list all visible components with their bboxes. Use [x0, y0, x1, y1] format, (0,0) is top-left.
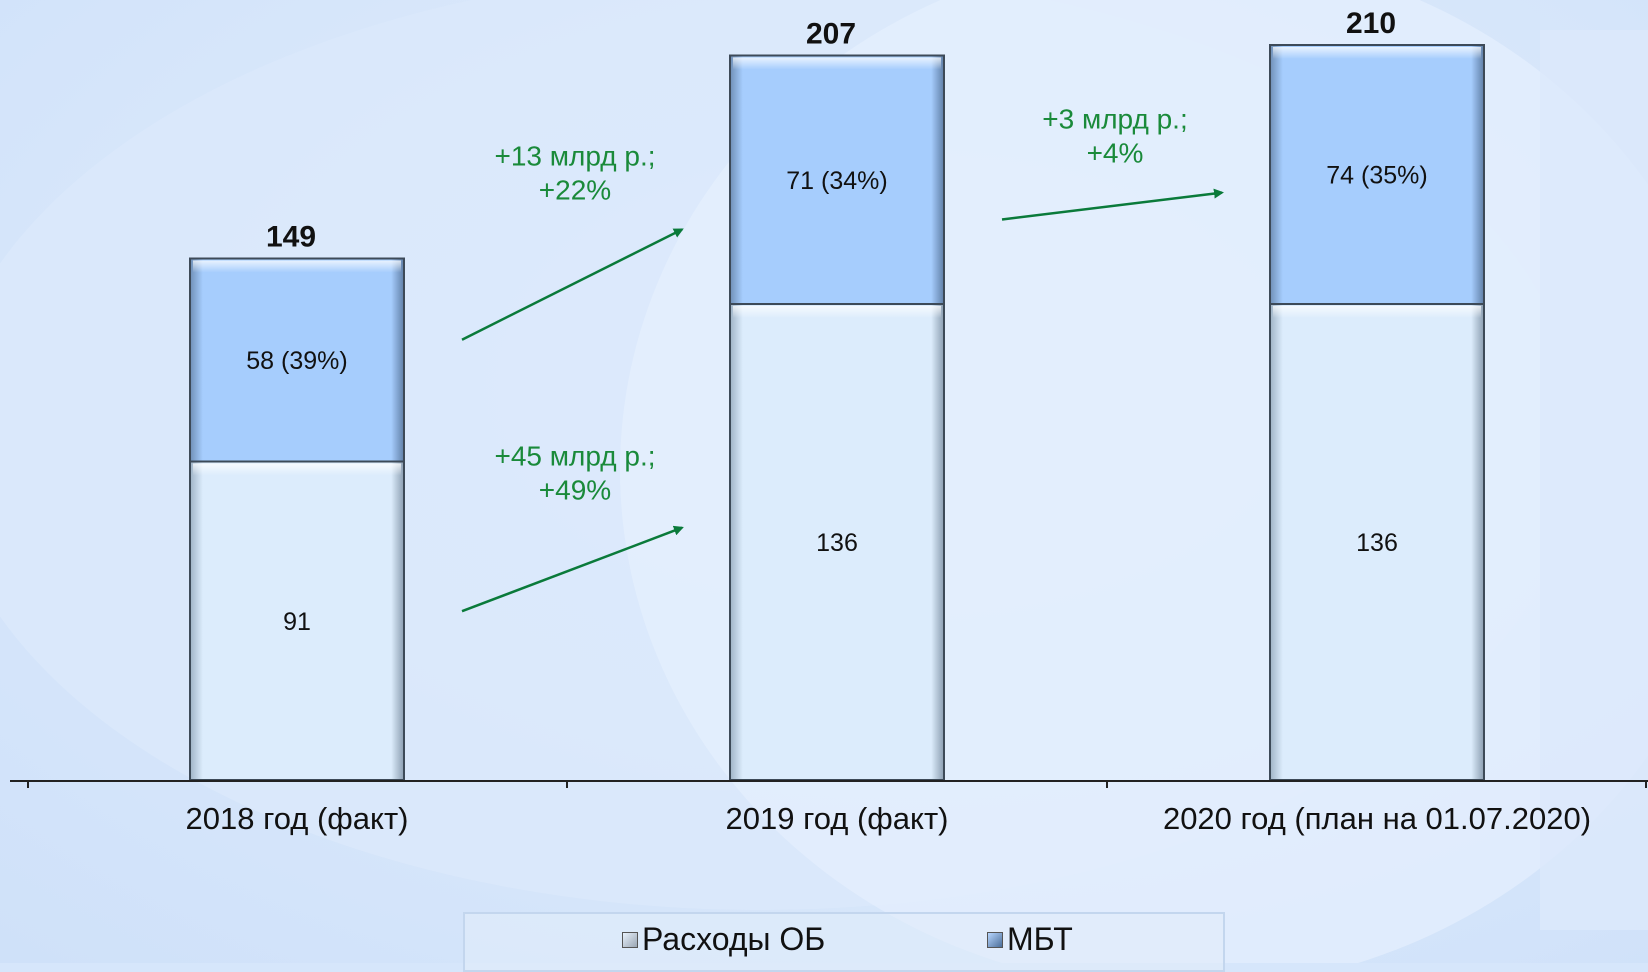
change-annotation: +22%	[539, 174, 611, 205]
change-annotation: +45 млрд р.;	[494, 441, 655, 472]
change-arrow	[461, 525, 684, 613]
change-annotation: +4%	[1087, 138, 1144, 169]
data-label-ob: 91	[283, 608, 311, 636]
data-label-mbt: 74 (35%)	[1326, 162, 1427, 190]
legend-label-ob: Расходы ОБ	[642, 921, 826, 957]
change-annotation: +49%	[539, 475, 611, 506]
data-label-mbt: 71 (34%)	[786, 167, 887, 195]
legend-label-mbt: МБТ	[1007, 921, 1073, 957]
legend-item-ob: Расходы ОБ	[622, 921, 825, 958]
bar-bevel	[1273, 47, 1481, 59]
total-label: 210	[1346, 7, 1396, 40]
change-arrow	[461, 228, 684, 341]
change-annotation: +13 млрд р.;	[494, 140, 655, 171]
legend	[463, 912, 1225, 972]
x-tick-label: 2018 год (факт)	[186, 801, 409, 836]
bar-bevel	[193, 260, 401, 273]
legend-item-mbt: МБТ	[987, 921, 1073, 958]
data-label-ob: 136	[1356, 529, 1398, 557]
bar-segment-mbt	[1269, 44, 1485, 305]
change-arrow	[1001, 188, 1224, 221]
bar-bevel	[733, 306, 941, 318]
data-label-ob: 136	[816, 529, 858, 557]
total-label: 149	[266, 221, 316, 254]
x-tick-label: 2020 год (план на 01.07.2020)	[1163, 801, 1591, 836]
bar-segment-mbt	[189, 257, 405, 463]
data-label-mbt: 58 (39%)	[246, 347, 347, 375]
bar-bevel	[193, 463, 401, 476]
bar-bevel	[1273, 306, 1481, 318]
total-label: 207	[806, 18, 856, 51]
bar-bevel	[733, 57, 941, 70]
bar-swatch-icon	[987, 931, 1003, 948]
change-annotation: +3 млрд р.;	[1042, 104, 1187, 135]
bar-swatch-icon	[622, 931, 638, 948]
x-tick-label: 2019 год (факт)	[726, 801, 949, 836]
bar-segment-mbt	[729, 54, 945, 305]
